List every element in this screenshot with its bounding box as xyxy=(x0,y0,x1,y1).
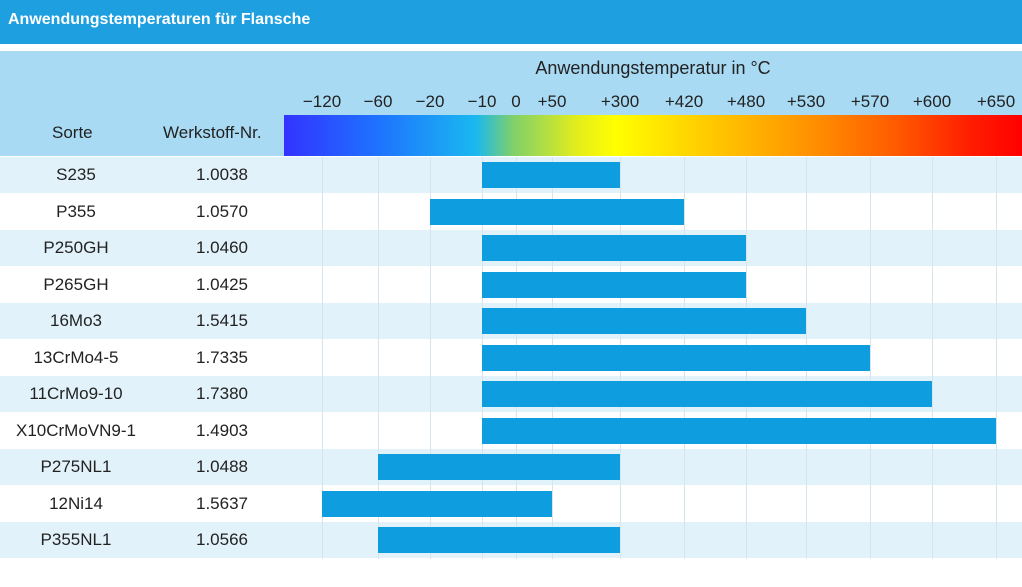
werkstoff-cell: 1.0570 xyxy=(196,201,248,221)
tick-label: 0 xyxy=(511,92,521,111)
grid-line xyxy=(996,157,997,559)
sorte-cell: P355NL1 xyxy=(40,530,112,549)
tick-label: +530 xyxy=(786,92,826,111)
sorte-cell: S235 xyxy=(56,165,96,184)
range-bar xyxy=(378,454,620,480)
tick-label: +300 xyxy=(600,92,640,111)
sorte-cell: P355 xyxy=(56,201,96,221)
sorte-cell: P265GH xyxy=(43,274,109,294)
range-bar xyxy=(482,381,932,407)
werkstoff-cell: 1.4903 xyxy=(196,420,248,440)
werkstoff-cell: 1.0038 xyxy=(196,165,248,184)
range-bar xyxy=(482,308,806,334)
werkstoff-cell: 1.7335 xyxy=(196,347,248,367)
chart-title: Anwendungstemperaturen für Flansche xyxy=(8,11,311,28)
sorte-cell: P250GH xyxy=(43,238,109,257)
sorte-cell: 16Mo3 xyxy=(50,311,102,330)
range-bar xyxy=(322,490,552,517)
werkstoff-cell: 1.5415 xyxy=(196,311,248,330)
range-bar xyxy=(378,527,620,553)
tick-label: +480 xyxy=(726,92,766,111)
range-bar xyxy=(482,162,620,188)
grid-line xyxy=(932,157,933,559)
sorte-cell: 12Ni14 xyxy=(49,493,103,513)
werkstoff-cell: 1.7380 xyxy=(196,384,248,403)
werkstoff-cell: 1.0566 xyxy=(196,530,248,549)
tick-label: +420 xyxy=(664,92,704,111)
title-bar: Anwendungstemperaturen für Flansche xyxy=(0,0,1022,44)
sorte-cell: 13CrMo4-5 xyxy=(33,347,119,367)
column-header-werkstoff: Werkstoff-Nr. xyxy=(163,123,262,142)
range-bar xyxy=(482,344,870,371)
tick-label: −60 xyxy=(363,92,393,111)
sorte-cell: X10CrMoVN9-1 xyxy=(16,420,136,440)
temperature-gradient xyxy=(284,115,1022,156)
werkstoff-cell: 1.5637 xyxy=(196,493,248,513)
grid-line xyxy=(322,157,323,559)
sorte-cell: 11CrMo9-10 xyxy=(29,384,123,403)
tick-label: +600 xyxy=(912,92,952,111)
range-bar xyxy=(482,235,746,261)
range-bar xyxy=(430,198,684,225)
tick-label: −120 xyxy=(302,92,342,111)
tick-label: +570 xyxy=(850,92,890,111)
werkstoff-cell: 1.0460 xyxy=(196,238,248,257)
tick-label: +650 xyxy=(976,92,1016,111)
sorte-cell: P275NL1 xyxy=(40,457,112,476)
axis-title: Anwendungstemperatur in °C xyxy=(535,58,771,78)
werkstoff-cell: 1.0488 xyxy=(196,457,248,476)
grid-line xyxy=(870,157,871,559)
range-bar xyxy=(482,417,996,444)
werkstoff-cell: 1.0425 xyxy=(196,274,248,294)
tick-label: −10 xyxy=(467,92,497,111)
tick-label: −20 xyxy=(415,92,445,111)
column-header-sorte: Sorte xyxy=(52,123,93,142)
grid-line xyxy=(430,157,431,559)
tick-label: +50 xyxy=(537,92,567,111)
range-bar xyxy=(482,271,746,298)
grid-line xyxy=(378,157,379,559)
